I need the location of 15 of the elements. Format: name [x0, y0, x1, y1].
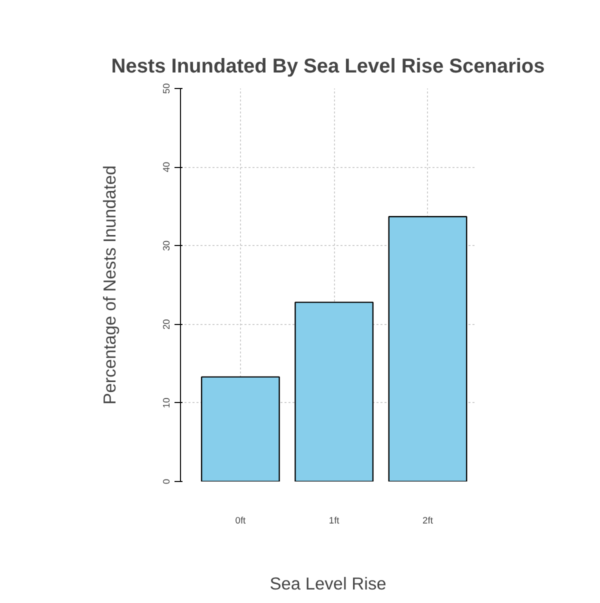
x-tick-label: 0ft [235, 516, 246, 526]
y-tick-label: 30 [162, 240, 172, 251]
y-tick-label: 40 [162, 162, 172, 172]
y-tick-label: 10 [162, 398, 172, 408]
chart-title: Nests Inundated By Sea Level Rise Scenarios [111, 56, 545, 78]
y-axis-title: Percentage of Nests Inundated [100, 166, 120, 404]
bar [294, 302, 374, 482]
bar [200, 376, 280, 482]
x-tick-label: 1ft [328, 516, 340, 526]
x-tick-label: 2ft [422, 516, 434, 526]
y-tick-label: 50 [162, 83, 172, 94]
y-tick-label: 20 [162, 319, 172, 330]
x-axis-title: Sea Level Rise [270, 574, 386, 594]
y-tick-label: 0 [162, 478, 172, 484]
bar [388, 216, 468, 482]
